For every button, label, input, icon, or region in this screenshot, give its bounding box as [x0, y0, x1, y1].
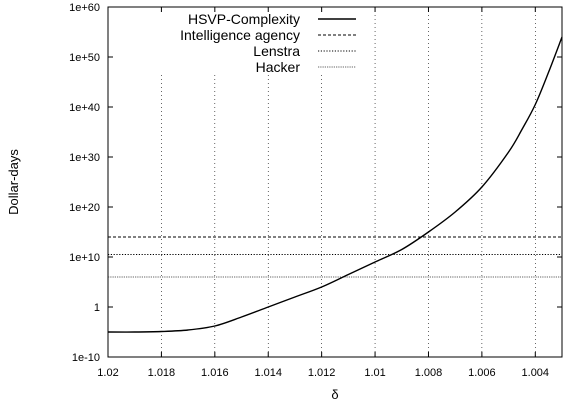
plot-frame: [107, 6, 563, 358]
series-lines: [107, 36, 563, 333]
y-tick-label: 1e+50: [69, 52, 100, 64]
x-tick-label: 1.018: [148, 367, 176, 379]
grid-lines: [161, 7, 536, 357]
x-tick-label: 1.008: [415, 367, 443, 379]
x-tick-label: 1.004: [522, 367, 550, 379]
x-tick-label: 1.01: [364, 367, 385, 379]
y-tick-label: 1e+20: [69, 202, 100, 214]
y-tick-label: 1e+60: [69, 2, 100, 14]
y-tick-label: 1e-10: [72, 352, 100, 364]
y-tick-label: 1e+30: [69, 152, 100, 164]
x-tick-label: 1.02: [97, 367, 118, 379]
legend-label: Intelligence agency: [180, 27, 300, 43]
axis-ticks: 1.02 1.018 1.016 1.014 1.012 1.01 1.008 1.006 1.…: [69, 2, 562, 379]
x-tick-label: 1.012: [308, 367, 336, 379]
x-tick-label: 1.014: [254, 367, 282, 379]
series-line: [107, 36, 563, 333]
y-tick-label: 1e+40: [69, 102, 100, 114]
x-tick-label: 1.006: [468, 367, 496, 379]
y-tick-label: 1e+10: [69, 252, 100, 264]
legend-label: Hacker: [256, 59, 301, 75]
y-tick-label: 1: [94, 302, 100, 314]
x-axis-title: δ: [331, 387, 338, 402]
x-tick-label: 1.016: [201, 367, 229, 379]
legend-label: Lenstra: [253, 43, 300, 59]
y-axis-title: Dollar-days: [6, 149, 21, 215]
legend-label: HSVP-Complexity: [188, 11, 300, 27]
